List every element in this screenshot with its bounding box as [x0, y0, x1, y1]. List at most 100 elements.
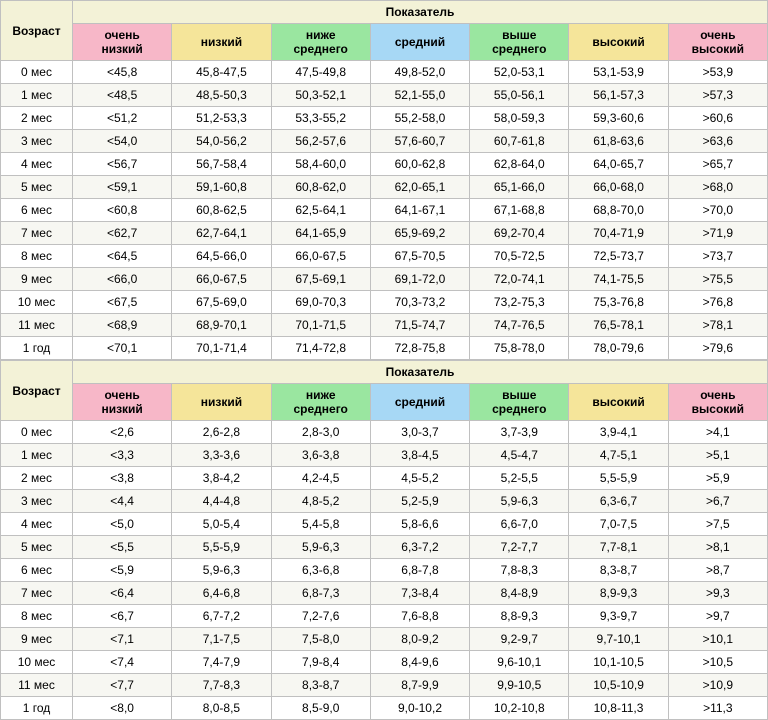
age-cell: 11 мес: [1, 314, 73, 337]
cell-avg: 57,6-60,7: [370, 130, 469, 153]
cell-below-avg: 2,8-3,0: [271, 421, 370, 444]
cell-below-avg: 4,2-4,5: [271, 467, 370, 490]
cell-high: 76,5-78,1: [569, 314, 668, 337]
cell-high: 10,1-10,5: [569, 651, 668, 674]
cell-high: 78,0-79,6: [569, 337, 668, 360]
table-row: 8 мес<64,564,5-66,066,0-67,567,5-70,570,…: [1, 245, 768, 268]
cell-high: 10,5-10,9: [569, 674, 668, 697]
cell-very-high: >10,9: [668, 674, 767, 697]
cell-low: 2,6-2,8: [172, 421, 271, 444]
cell-high: 59,3-60,6: [569, 107, 668, 130]
age-cell: 3 мес: [1, 490, 73, 513]
cell-very-low: <48,5: [73, 84, 172, 107]
cell-very-high: >75,5: [668, 268, 767, 291]
table-row: 3 мес<4,44,4-4,84,8-5,25,2-5,95,9-6,36,3…: [1, 490, 768, 513]
cell-avg: 60,0-62,8: [370, 153, 469, 176]
cell-high: 68,8-70,0: [569, 199, 668, 222]
cell-low: 51,2-53,3: [172, 107, 271, 130]
cell-avg: 55,2-58,0: [370, 107, 469, 130]
cell-very-high: >9,3: [668, 582, 767, 605]
table-row: 7 мес<6,46,4-6,86,8-7,37,3-8,48,4-8,98,9…: [1, 582, 768, 605]
table-row: 4 мес<5,05,0-5,45,4-5,85,8-6,66,6-7,07,0…: [1, 513, 768, 536]
cell-very-high: >9,7: [668, 605, 767, 628]
cell-avg: 69,1-72,0: [370, 268, 469, 291]
indicator-header: Показатель: [73, 1, 768, 24]
cell-very-high: >79,6: [668, 337, 767, 360]
cell-below-avg: 60,8-62,0: [271, 176, 370, 199]
age-cell: 7 мес: [1, 582, 73, 605]
cell-above-avg: 58,0-59,3: [470, 107, 569, 130]
cell-high: 9,7-10,1: [569, 628, 668, 651]
cell-above-avg: 4,5-4,7: [470, 444, 569, 467]
age-cell: 1 год: [1, 337, 73, 360]
cell-below-avg: 71,4-72,8: [271, 337, 370, 360]
age-cell: 9 мес: [1, 268, 73, 291]
cell-high: 5,5-5,9: [569, 467, 668, 490]
cell-below-avg: 69,0-70,3: [271, 291, 370, 314]
cell-low: 7,4-7,9: [172, 651, 271, 674]
age-cell: 1 год: [1, 697, 73, 720]
cell-high: 8,3-8,7: [569, 559, 668, 582]
cell-low: 48,5-50,3: [172, 84, 271, 107]
cell-very-high: >7,5: [668, 513, 767, 536]
age-cell: 2 мес: [1, 467, 73, 490]
cell-low: 3,3-3,6: [172, 444, 271, 467]
col-header-low: низкий: [172, 24, 271, 61]
cell-low: 67,5-69,0: [172, 291, 271, 314]
cell-avg: 67,5-70,5: [370, 245, 469, 268]
age-cell: 2 мес: [1, 107, 73, 130]
age-cell: 6 мес: [1, 199, 73, 222]
cell-below-avg: 50,3-52,1: [271, 84, 370, 107]
cell-very-low: <62,7: [73, 222, 172, 245]
cell-very-high: >70,0: [668, 199, 767, 222]
cell-below-avg: 5,4-5,8: [271, 513, 370, 536]
cell-avg: 49,8-52,0: [370, 61, 469, 84]
cell-avg: 9,0-10,2: [370, 697, 469, 720]
table-row: 3 мес<54,054,0-56,256,2-57,657,6-60,760,…: [1, 130, 768, 153]
cell-avg: 72,8-75,8: [370, 337, 469, 360]
table-row: 10 мес<67,567,5-69,069,0-70,370,3-73,273…: [1, 291, 768, 314]
cell-very-high: >53,9: [668, 61, 767, 84]
table-row: 7 мес<62,762,7-64,164,1-65,965,9-69,269,…: [1, 222, 768, 245]
cell-low: 3,8-4,2: [172, 467, 271, 490]
cell-very-low: <6,7: [73, 605, 172, 628]
cell-very-high: >71,9: [668, 222, 767, 245]
table-row: 1 год<8,08,0-8,58,5-9,09,0-10,210,2-10,8…: [1, 697, 768, 720]
cell-below-avg: 3,6-3,8: [271, 444, 370, 467]
cell-low: 60,8-62,5: [172, 199, 271, 222]
cell-very-low: <7,7: [73, 674, 172, 697]
cell-avg: 4,5-5,2: [370, 467, 469, 490]
cell-very-high: >5,1: [668, 444, 767, 467]
cell-avg: 8,0-9,2: [370, 628, 469, 651]
cell-above-avg: 7,8-8,3: [470, 559, 569, 582]
cell-high: 72,5-73,7: [569, 245, 668, 268]
col-header-very_low: оченьнизкий: [73, 384, 172, 421]
cell-avg: 52,1-55,0: [370, 84, 469, 107]
cell-above-avg: 72,0-74,1: [470, 268, 569, 291]
cell-above-avg: 62,8-64,0: [470, 153, 569, 176]
col-header-avg: средний: [370, 384, 469, 421]
age-cell: 10 мес: [1, 651, 73, 674]
cell-low: 54,0-56,2: [172, 130, 271, 153]
cell-very-low: <4,4: [73, 490, 172, 513]
cell-below-avg: 7,9-8,4: [271, 651, 370, 674]
cell-very-low: <8,0: [73, 697, 172, 720]
table-row: 6 мес<60,860,8-62,562,5-64,164,1-67,167,…: [1, 199, 768, 222]
table-row: 8 мес<6,76,7-7,27,2-7,67,6-8,88,8-9,39,3…: [1, 605, 768, 628]
table-row: 9 мес<7,17,1-7,57,5-8,08,0-9,29,2-9,79,7…: [1, 628, 768, 651]
cell-high: 8,9-9,3: [569, 582, 668, 605]
col-header-very_low: оченьнизкий: [73, 24, 172, 61]
cell-below-avg: 8,5-9,0: [271, 697, 370, 720]
cell-above-avg: 8,8-9,3: [470, 605, 569, 628]
cell-avg: 6,8-7,8: [370, 559, 469, 582]
cell-very-low: <7,1: [73, 628, 172, 651]
cell-high: 61,8-63,6: [569, 130, 668, 153]
col-header-high: высокий: [569, 24, 668, 61]
age-cell: 5 мес: [1, 176, 73, 199]
cell-low: 6,7-7,2: [172, 605, 271, 628]
cell-above-avg: 70,5-72,5: [470, 245, 569, 268]
cell-avg: 71,5-74,7: [370, 314, 469, 337]
age-cell: 4 мес: [1, 153, 73, 176]
cell-high: 4,7-5,1: [569, 444, 668, 467]
cell-very-high: >11,3: [668, 697, 767, 720]
